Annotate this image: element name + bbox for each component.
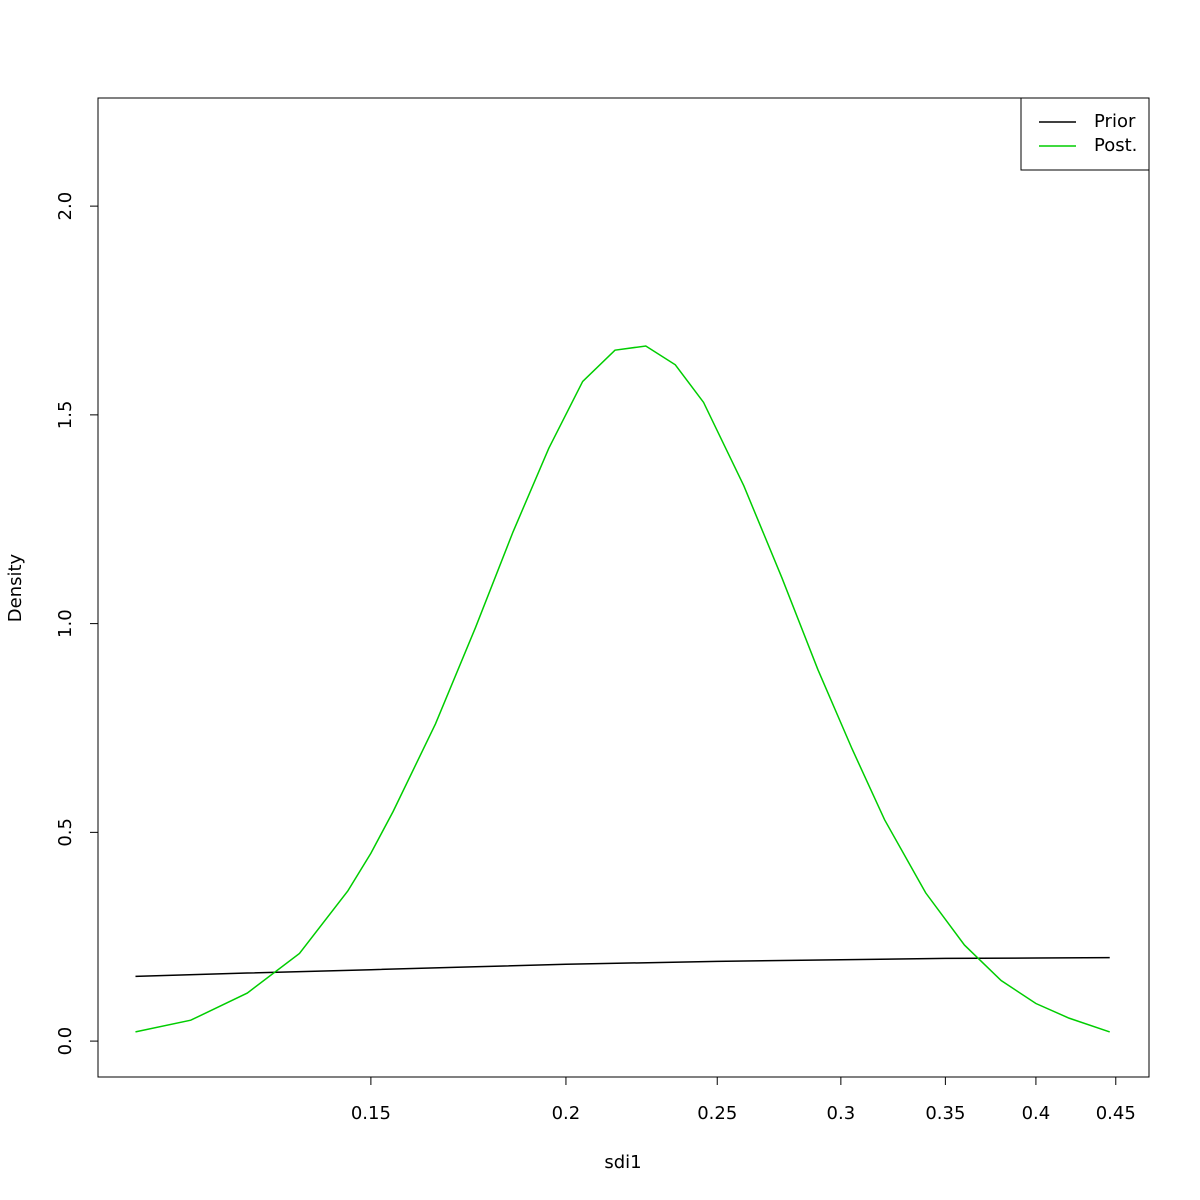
y-tick-label: 2.0: [55, 192, 76, 221]
x-tick-label: 0.15: [351, 1103, 391, 1124]
y-tick-label: 0.0: [55, 1027, 76, 1056]
x-tick-label: 0.25: [697, 1103, 737, 1124]
density-line: [135, 956, 1110, 978]
x-tick-label: 0.4: [1022, 1103, 1051, 1124]
y-axis-label: Density: [5, 553, 26, 622]
y-tick-label: 1.5: [55, 401, 76, 430]
x-tick-label: 0.35: [925, 1103, 965, 1124]
density-line: [135, 345, 1110, 1033]
x-axis-label: sdi1: [604, 1152, 641, 1173]
legend-label: Prior: [1094, 111, 1136, 132]
y-tick-label: 0.5: [55, 818, 76, 847]
plot-frame: [97, 97, 1150, 1078]
x-tick-label: 0.45: [1096, 1103, 1136, 1124]
legend-box: [1020, 97, 1150, 171]
x-tick-label: 0.2: [552, 1103, 581, 1124]
x-tick-label: 0.3: [827, 1103, 856, 1124]
legend-label: Post.: [1094, 135, 1137, 156]
y-tick-label: 1.0: [55, 609, 76, 638]
